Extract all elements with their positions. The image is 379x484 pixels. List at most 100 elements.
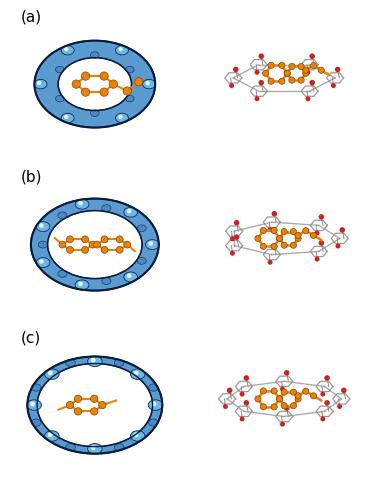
Circle shape xyxy=(109,81,117,89)
Circle shape xyxy=(223,404,228,409)
Ellipse shape xyxy=(31,199,159,291)
Circle shape xyxy=(263,71,269,77)
Circle shape xyxy=(271,388,277,394)
Circle shape xyxy=(240,392,244,397)
Ellipse shape xyxy=(75,280,89,290)
Ellipse shape xyxy=(29,358,161,453)
Circle shape xyxy=(255,236,261,242)
Ellipse shape xyxy=(32,360,157,450)
Circle shape xyxy=(81,89,90,97)
Circle shape xyxy=(244,376,249,381)
Ellipse shape xyxy=(35,42,155,128)
Ellipse shape xyxy=(34,201,156,289)
Ellipse shape xyxy=(116,114,128,123)
Circle shape xyxy=(116,236,123,243)
Ellipse shape xyxy=(88,356,102,367)
Ellipse shape xyxy=(58,59,132,111)
Ellipse shape xyxy=(42,47,147,122)
Ellipse shape xyxy=(34,80,47,90)
Ellipse shape xyxy=(116,46,128,56)
Circle shape xyxy=(290,403,296,409)
Circle shape xyxy=(324,376,330,381)
Circle shape xyxy=(310,393,316,399)
Circle shape xyxy=(280,422,285,427)
Circle shape xyxy=(309,54,315,60)
Ellipse shape xyxy=(143,80,156,90)
Circle shape xyxy=(315,257,319,262)
Ellipse shape xyxy=(38,44,152,126)
Ellipse shape xyxy=(91,111,99,117)
Circle shape xyxy=(134,433,139,437)
Circle shape xyxy=(289,64,295,70)
Circle shape xyxy=(284,71,290,77)
Circle shape xyxy=(337,404,342,409)
Circle shape xyxy=(118,48,123,52)
Ellipse shape xyxy=(36,43,153,127)
Ellipse shape xyxy=(125,67,134,74)
Circle shape xyxy=(298,64,304,70)
Circle shape xyxy=(319,241,324,246)
Circle shape xyxy=(100,73,108,81)
Circle shape xyxy=(258,81,264,86)
Ellipse shape xyxy=(91,53,99,59)
Circle shape xyxy=(290,242,296,249)
Circle shape xyxy=(67,236,74,243)
Ellipse shape xyxy=(33,200,157,290)
Circle shape xyxy=(39,259,44,264)
Ellipse shape xyxy=(36,222,50,232)
Circle shape xyxy=(152,402,156,407)
Ellipse shape xyxy=(28,357,161,453)
Circle shape xyxy=(335,68,340,73)
Circle shape xyxy=(284,406,290,411)
Ellipse shape xyxy=(29,358,160,453)
Circle shape xyxy=(276,236,283,242)
Ellipse shape xyxy=(55,96,64,103)
Ellipse shape xyxy=(36,203,154,287)
Circle shape xyxy=(229,84,234,89)
Circle shape xyxy=(295,236,301,242)
Circle shape xyxy=(89,242,96,248)
Circle shape xyxy=(295,233,301,239)
Circle shape xyxy=(284,71,290,77)
Circle shape xyxy=(99,402,106,409)
Circle shape xyxy=(233,68,238,73)
Circle shape xyxy=(260,228,266,234)
Ellipse shape xyxy=(58,271,67,278)
Circle shape xyxy=(127,210,132,214)
Circle shape xyxy=(281,403,287,409)
Circle shape xyxy=(341,388,347,393)
Circle shape xyxy=(74,395,82,403)
Circle shape xyxy=(318,68,324,74)
Circle shape xyxy=(81,247,89,254)
Circle shape xyxy=(309,81,315,86)
Ellipse shape xyxy=(37,203,153,287)
Circle shape xyxy=(91,408,98,415)
Ellipse shape xyxy=(31,360,158,451)
Circle shape xyxy=(134,371,139,376)
Circle shape xyxy=(59,242,66,248)
Circle shape xyxy=(272,212,277,217)
Circle shape xyxy=(268,260,273,265)
Circle shape xyxy=(66,402,74,409)
Circle shape xyxy=(146,82,150,86)
Ellipse shape xyxy=(39,45,150,125)
Ellipse shape xyxy=(45,369,59,379)
Ellipse shape xyxy=(124,208,138,218)
Circle shape xyxy=(230,251,235,256)
Circle shape xyxy=(303,388,309,394)
Ellipse shape xyxy=(31,199,158,290)
Ellipse shape xyxy=(45,49,144,121)
Circle shape xyxy=(260,388,266,394)
Circle shape xyxy=(295,393,301,399)
Circle shape xyxy=(305,97,310,102)
Ellipse shape xyxy=(27,357,162,454)
Ellipse shape xyxy=(66,360,75,367)
Ellipse shape xyxy=(37,364,152,447)
Ellipse shape xyxy=(66,444,75,451)
Circle shape xyxy=(91,445,96,450)
Circle shape xyxy=(64,48,68,52)
Ellipse shape xyxy=(39,205,151,286)
Ellipse shape xyxy=(114,360,124,367)
Circle shape xyxy=(123,88,132,96)
Ellipse shape xyxy=(137,258,146,265)
